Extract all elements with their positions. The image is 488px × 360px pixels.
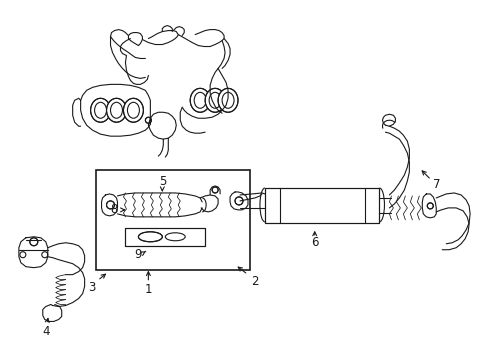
Bar <box>125 228 205 246</box>
Text: 2: 2 <box>251 275 258 288</box>
Circle shape <box>145 117 151 123</box>
Text: 6: 6 <box>310 236 318 249</box>
Text: 7: 7 <box>431 179 439 192</box>
Text: 9: 9 <box>134 248 142 261</box>
Ellipse shape <box>205 88 224 112</box>
Circle shape <box>106 201 114 209</box>
Text: 4: 4 <box>42 325 49 338</box>
Bar <box>125 228 205 246</box>
Ellipse shape <box>138 232 162 242</box>
Text: 1: 1 <box>144 283 152 296</box>
Circle shape <box>30 238 38 246</box>
Bar <box>264 188 379 223</box>
Circle shape <box>212 187 218 193</box>
Ellipse shape <box>106 98 126 122</box>
Ellipse shape <box>90 98 110 122</box>
Text: 3: 3 <box>88 281 95 294</box>
Bar <box>95 170 249 270</box>
Ellipse shape <box>218 88 238 112</box>
Circle shape <box>235 197 243 205</box>
Circle shape <box>427 203 432 209</box>
Bar <box>264 188 379 223</box>
Ellipse shape <box>123 98 143 122</box>
Text: 5: 5 <box>158 175 165 189</box>
Ellipse shape <box>190 88 210 112</box>
Text: 8: 8 <box>110 203 117 216</box>
